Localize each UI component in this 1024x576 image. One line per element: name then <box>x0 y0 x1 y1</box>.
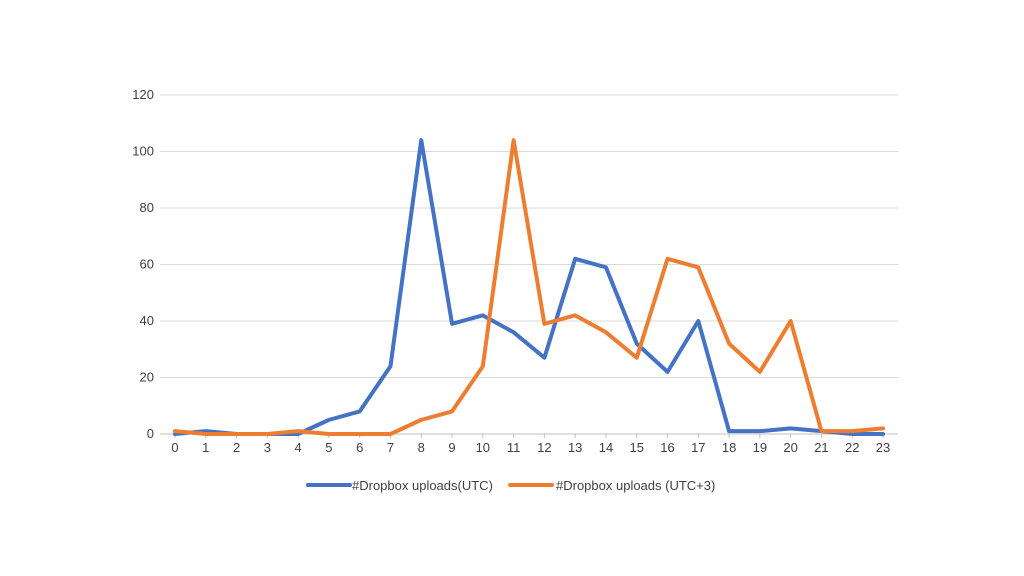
x-tick-label: 21 <box>814 440 828 455</box>
legend: #Dropbox uploads(UTC) #Dropbox uploads (U… <box>306 478 715 493</box>
y-tick-label: 0 <box>147 426 154 441</box>
x-tick-label: 4 <box>295 440 302 455</box>
x-tick-label: 20 <box>783 440 797 455</box>
x-tick-label: 10 <box>476 440 490 455</box>
series-line-utc-plus-3 <box>173 138 885 436</box>
y-tick-label: 100 <box>132 144 154 159</box>
x-tick-label: 13 <box>568 440 582 455</box>
legend-label: #Dropbox uploads(UTC) <box>352 478 493 493</box>
x-tick-label: 6 <box>356 440 363 455</box>
x-tick-label: 14 <box>599 440 613 455</box>
x-tick-label: 5 <box>325 440 332 455</box>
x-tick-label: 23 <box>876 440 890 455</box>
x-tick-label: 0 <box>171 440 178 455</box>
y-tick-label: 120 <box>132 87 154 102</box>
gridlines <box>160 94 898 435</box>
x-tick-label: 2 <box>233 440 240 455</box>
series-lines <box>173 138 885 436</box>
x-tick-label: 9 <box>448 440 455 455</box>
x-tick-label: 11 <box>507 440 521 455</box>
x-axis: 0 1 2 3 4 5 6 7 8 9 10 11 12 13 14 15 16 17 18 19 20 21 22 23 <box>171 434 890 455</box>
x-tick-label: 19 <box>753 440 767 455</box>
y-tick-label: 60 <box>140 257 154 272</box>
x-tick-label: 1 <box>202 440 209 455</box>
series-line-utc <box>173 138 885 436</box>
x-tick-label: 15 <box>630 440 644 455</box>
x-tick-label: 16 <box>660 440 674 455</box>
x-tick-label: 17 <box>691 440 705 455</box>
y-tick-label: 80 <box>140 200 154 215</box>
x-tick-label: 8 <box>418 440 425 455</box>
y-axis: 0 20 40 60 80 100 120 <box>132 87 154 441</box>
x-tick-label: 3 <box>264 440 271 455</box>
x-tick-label: 7 <box>387 440 394 455</box>
x-tick-label: 18 <box>722 440 736 455</box>
x-tick-label: 22 <box>845 440 859 455</box>
y-tick-label: 40 <box>140 313 154 328</box>
x-tick-label: 12 <box>537 440 551 455</box>
legend-label: #Dropbox uploads (UTC+3) <box>556 478 715 493</box>
y-tick-label: 20 <box>140 370 154 385</box>
